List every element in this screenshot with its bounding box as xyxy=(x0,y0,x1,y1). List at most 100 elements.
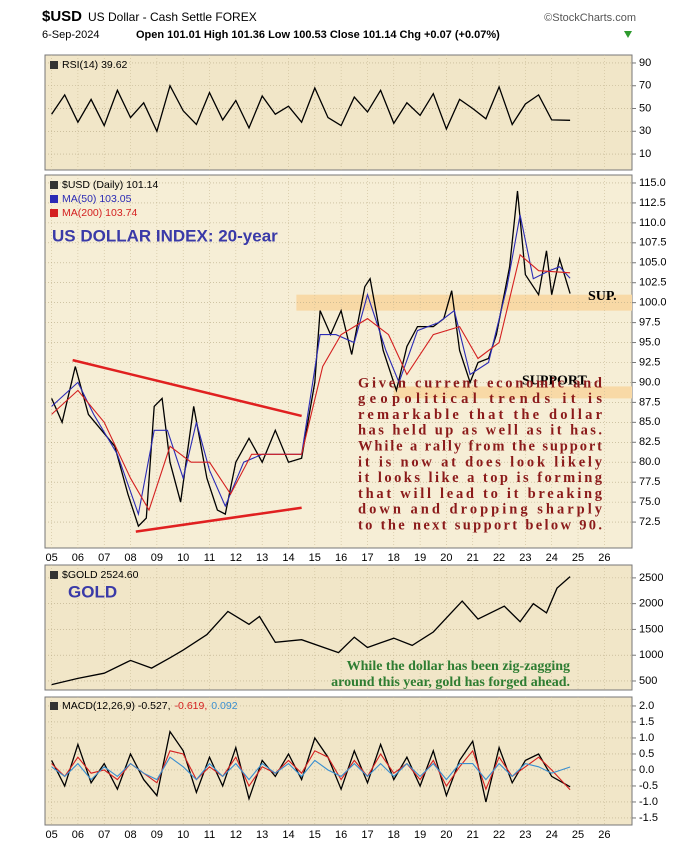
y-tick-label: 95.0 xyxy=(639,336,660,348)
y-tick-label: 1.5 xyxy=(639,716,654,728)
panel-title: US DOLLAR INDEX: 20-year xyxy=(52,226,278,245)
y-tick-label: 97.5 xyxy=(639,317,660,329)
x-tick-label: 08 xyxy=(124,829,136,841)
x-tick-label: 20 xyxy=(440,829,452,841)
panel-background xyxy=(44,564,633,691)
y-tick-label: 90.0 xyxy=(639,376,660,388)
legend-swatch xyxy=(50,195,58,203)
x-tick-label: 18 xyxy=(388,552,400,564)
legend-swatch xyxy=(50,702,58,710)
y-tick-label: 2000 xyxy=(639,598,663,610)
y-tick-label: 70 xyxy=(639,80,651,92)
x-tick-label: 16 xyxy=(335,829,347,841)
y-tick-label: 110.0 xyxy=(639,217,666,229)
x-tick-label: 07 xyxy=(98,829,110,841)
y-tick-label: 107.5 xyxy=(639,237,667,249)
y-tick-label: 87.5 xyxy=(639,396,660,408)
x-tick-label: 15 xyxy=(309,552,321,564)
series-line xyxy=(51,576,571,686)
band-label: SUP. xyxy=(588,289,617,304)
x-tick-label: 09 xyxy=(151,829,163,841)
y-tick-label: 90 xyxy=(639,57,651,69)
legend-label: MA(50) 103.05 xyxy=(62,193,132,205)
x-tick-label: 21 xyxy=(467,829,479,841)
legend-label: $GOLD 2524.60 xyxy=(62,569,139,581)
legend-swatch xyxy=(50,181,58,189)
note-line: has held up as well as it has. xyxy=(358,423,602,439)
y-tick-label: 100.0 xyxy=(639,297,667,309)
legend-label: $USD (Daily) 101.14 xyxy=(62,179,158,191)
legend-swatch xyxy=(50,61,58,69)
note-line: around this year, gold has forged ahead. xyxy=(331,675,570,690)
note-line: While the dollar has been zig-zagging xyxy=(347,659,570,674)
series-line xyxy=(51,253,571,512)
x-tick-label: 23 xyxy=(519,829,531,841)
y-tick-label: 0.0 xyxy=(639,764,654,776)
x-tick-label: 18 xyxy=(388,829,400,841)
series-line xyxy=(51,756,571,781)
y-tick-label: -0.5 xyxy=(639,780,658,792)
y-tick-label: 1500 xyxy=(639,623,663,635)
note-line: Given current economic and xyxy=(358,375,602,391)
y-tick-label: 92.5 xyxy=(639,356,660,368)
series-line xyxy=(51,214,571,517)
x-tick-label: 14 xyxy=(282,829,294,841)
change-arrow xyxy=(624,31,632,38)
x-tick-label: 09 xyxy=(151,552,163,564)
x-tick-label: 17 xyxy=(361,552,373,564)
x-tick-label: 22 xyxy=(493,552,505,564)
x-tick-label: 24 xyxy=(546,829,558,841)
y-tick-label: 72.5 xyxy=(639,516,660,528)
x-tick-label: 10 xyxy=(177,552,189,564)
y-tick-label: 1.0 xyxy=(639,732,654,744)
x-tick-label: 24 xyxy=(546,552,558,564)
y-tick-label: 30 xyxy=(639,125,651,137)
note-line: remarkable that the dollar xyxy=(358,407,603,423)
x-tick-label: 26 xyxy=(598,552,610,564)
x-tick-label: 13 xyxy=(256,552,268,564)
x-tick-label: 20 xyxy=(440,552,452,564)
panel-background xyxy=(44,174,633,549)
y-tick-label: 77.5 xyxy=(639,476,660,488)
note-line: geopolitical trends it is xyxy=(358,391,602,407)
legend-label: MACD(12,26,9) -0.527, xyxy=(62,700,171,712)
x-tick-label: 25 xyxy=(572,829,584,841)
x-tick-label: 25 xyxy=(572,552,584,564)
y-tick-label: 500 xyxy=(639,675,657,687)
y-tick-label: 0.5 xyxy=(639,748,654,760)
y-tick-label: 82.5 xyxy=(639,436,660,448)
x-tick-label: 08 xyxy=(124,552,136,564)
date: 6-Sep-2024 xyxy=(42,29,100,41)
series-line xyxy=(51,83,571,134)
x-tick-label: 11 xyxy=(204,829,215,841)
band-label: SUPPORT xyxy=(522,374,588,389)
support-band xyxy=(296,294,632,311)
support-band xyxy=(393,386,632,399)
panel-background xyxy=(44,696,633,826)
legend-swatch xyxy=(50,571,58,579)
trendline xyxy=(135,506,302,533)
x-tick-label: 22 xyxy=(493,829,505,841)
x-tick-label: 21 xyxy=(467,552,479,564)
x-tick-label: 23 xyxy=(519,552,531,564)
quote: Open 101.01 High 101.36 Low 100.53 Close… xyxy=(136,29,500,41)
y-tick-label: 102.5 xyxy=(639,277,667,289)
x-tick-label: 06 xyxy=(72,829,84,841)
x-tick-label: 13 xyxy=(256,829,268,841)
x-tick-label: 06 xyxy=(72,552,84,564)
x-tick-label: 17 xyxy=(361,829,373,841)
legend-label: MA(200) 103.74 xyxy=(62,207,137,219)
x-tick-label: 05 xyxy=(45,829,57,841)
x-tick-label: 19 xyxy=(414,552,426,564)
source: ©StockCharts.com xyxy=(544,12,636,24)
series-line xyxy=(51,190,571,528)
note-line: to the next support below 90. xyxy=(358,518,602,534)
panel-title: GOLD xyxy=(68,582,117,601)
x-tick-label: 10 xyxy=(177,829,189,841)
x-tick-label: 12 xyxy=(230,552,242,564)
panel-background xyxy=(44,54,633,171)
x-tick-label: 05 xyxy=(45,552,57,564)
x-tick-label: 12 xyxy=(230,829,242,841)
legend-label: -0.619, xyxy=(175,700,208,712)
